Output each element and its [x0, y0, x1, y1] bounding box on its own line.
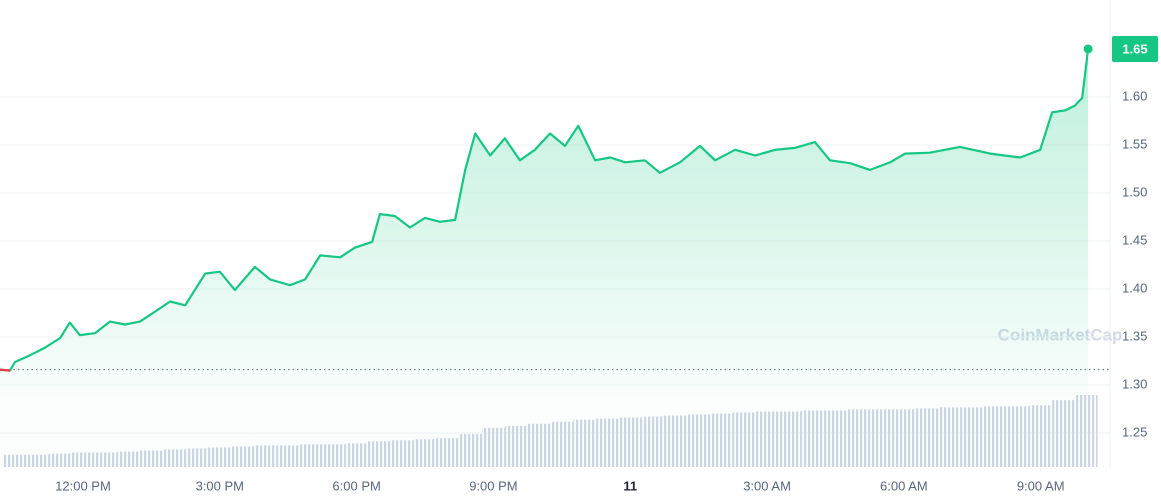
- y-tick-label: 1.60: [1122, 88, 1147, 103]
- price-line-down: [0, 368, 11, 372]
- x-tick-label: 6:00 PM: [332, 478, 380, 493]
- x-tick-label: 11: [623, 478, 637, 493]
- price-line: [0, 48, 1090, 372]
- y-tick-label: 1.35: [1122, 328, 1147, 343]
- x-tick-label: 3:00 AM: [743, 478, 791, 493]
- last-point: [1083, 44, 1093, 54]
- price-area: [0, 49, 1089, 467]
- y-tick-label: 1.40: [1122, 280, 1147, 295]
- y-tick-label: 1.55: [1122, 136, 1147, 151]
- price-badge: [1112, 35, 1158, 62]
- y-tick-label: 1.25: [1122, 424, 1147, 439]
- y-tick-label: 1.50: [1122, 184, 1147, 199]
- x-tick-label: 12:00 PM: [55, 478, 111, 493]
- price-badge-label: 1.65: [1122, 41, 1147, 56]
- x-tick-label: 3:00 PM: [196, 478, 244, 493]
- x-tick-label: 9:00 AM: [1017, 478, 1065, 493]
- y-tick-label: 1.45: [1122, 232, 1147, 247]
- x-tick-label: 6:00 AM: [880, 478, 928, 493]
- y-tick-label: 1.30: [1122, 376, 1147, 391]
- x-tick-label: 9:00 PM: [469, 478, 517, 493]
